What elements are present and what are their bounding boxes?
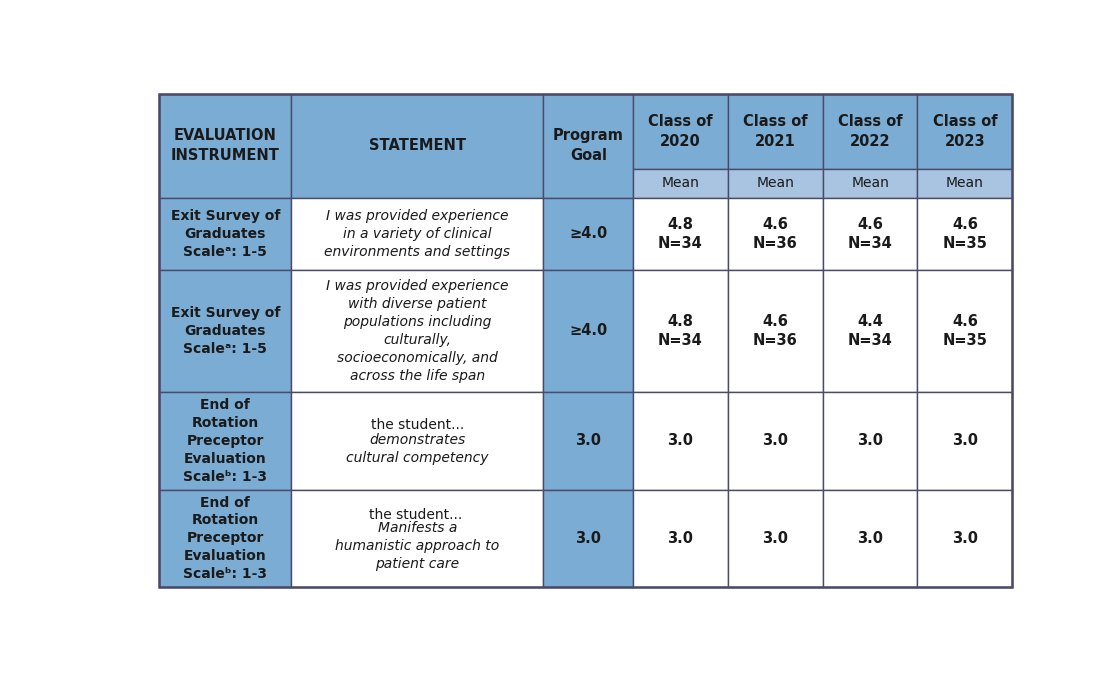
Bar — [291, 489, 543, 587]
Bar — [543, 197, 633, 270]
Bar — [823, 270, 918, 392]
Text: 3.0: 3.0 — [575, 530, 602, 546]
Text: Class of
2021: Class of 2021 — [743, 114, 808, 149]
Bar — [291, 197, 543, 270]
Text: 3.0: 3.0 — [857, 433, 883, 448]
Text: EVALUATION
INSTRUMENT: EVALUATION INSTRUMENT — [171, 128, 280, 163]
Bar — [159, 197, 291, 270]
Bar — [823, 169, 918, 197]
Text: 3.0: 3.0 — [763, 433, 788, 448]
Bar — [823, 94, 918, 169]
Text: I was provided experience
with diverse patient
populations including
culturally,: I was provided experience with diverse p… — [326, 280, 509, 383]
Bar — [543, 94, 633, 197]
Bar — [159, 392, 291, 489]
Bar — [633, 197, 728, 270]
Text: Mean: Mean — [661, 177, 700, 190]
Text: 4.6
N=34: 4.6 N=34 — [847, 216, 893, 251]
Bar — [633, 94, 728, 169]
Bar — [633, 392, 728, 489]
Bar — [543, 392, 633, 489]
Text: 4.6
N=36: 4.6 N=36 — [753, 216, 798, 251]
Text: End of
Rotation
Preceptor
Evaluation
Scaleᵇ: 1-3: End of Rotation Preceptor Evaluation Sca… — [183, 495, 268, 581]
Bar — [159, 489, 291, 587]
Bar — [918, 94, 1013, 169]
Text: Manifests a
humanistic approach to
patient care: Manifests a humanistic approach to patie… — [335, 521, 499, 571]
Text: 4.8
N=34: 4.8 N=34 — [658, 314, 703, 348]
Text: 4.6
N=35: 4.6 N=35 — [942, 314, 987, 348]
Bar — [823, 489, 918, 587]
Text: 4.4
N=34: 4.4 N=34 — [847, 314, 893, 348]
Text: 3.0: 3.0 — [952, 530, 977, 546]
Text: End of
Rotation
Preceptor
Evaluation
Scaleᵇ: 1-3: End of Rotation Preceptor Evaluation Sca… — [183, 398, 268, 484]
Bar — [823, 392, 918, 489]
Bar — [291, 392, 543, 489]
Text: Mean: Mean — [756, 177, 795, 190]
Bar — [918, 270, 1013, 392]
Text: Class of
2022: Class of 2022 — [838, 114, 903, 149]
Bar — [633, 270, 728, 392]
Bar — [918, 392, 1013, 489]
Text: 3.0: 3.0 — [763, 530, 788, 546]
Bar — [728, 197, 823, 270]
Text: ≥4.0: ≥4.0 — [569, 226, 607, 241]
Text: 3.0: 3.0 — [668, 433, 693, 448]
Text: STATEMENT: STATEMENT — [369, 138, 466, 153]
Text: Mean: Mean — [851, 177, 889, 190]
Bar — [159, 94, 291, 197]
Bar — [823, 197, 918, 270]
Text: demonstrates
cultural competency: demonstrates cultural competency — [346, 433, 488, 464]
Text: Class of
2020: Class of 2020 — [648, 114, 713, 149]
Text: the student...: the student... — [369, 508, 466, 522]
Bar — [728, 270, 823, 392]
Bar — [728, 94, 823, 169]
Bar — [291, 94, 543, 197]
Bar — [543, 489, 633, 587]
Text: 3.0: 3.0 — [668, 530, 693, 546]
Text: ≥4.0: ≥4.0 — [569, 324, 607, 338]
Text: Exit Survey of
Graduates
Scaleᵃ: 1-5: Exit Survey of Graduates Scaleᵃ: 1-5 — [171, 209, 280, 259]
Text: 4.8
N=34: 4.8 N=34 — [658, 216, 703, 251]
Bar — [543, 270, 633, 392]
Text: the student...: the student... — [371, 419, 464, 433]
Text: Mean: Mean — [946, 177, 984, 190]
Bar — [291, 270, 543, 392]
Bar — [728, 169, 823, 197]
Text: Exit Survey of
Graduates
Scaleᵃ: 1-5: Exit Survey of Graduates Scaleᵃ: 1-5 — [171, 306, 280, 356]
Text: 3.0: 3.0 — [857, 530, 883, 546]
Bar — [728, 489, 823, 587]
Text: 3.0: 3.0 — [952, 433, 977, 448]
Text: 4.6
N=35: 4.6 N=35 — [942, 216, 987, 251]
Bar — [633, 489, 728, 587]
Bar — [159, 270, 291, 392]
Text: 3.0: 3.0 — [575, 433, 602, 448]
Bar — [633, 169, 728, 197]
Text: 4.6
N=36: 4.6 N=36 — [753, 314, 798, 348]
Bar — [728, 392, 823, 489]
Text: Class of
2023: Class of 2023 — [932, 114, 997, 149]
Bar — [918, 169, 1013, 197]
Text: I was provided experience
in a variety of clinical
environments and settings: I was provided experience in a variety o… — [324, 209, 510, 259]
Bar — [918, 197, 1013, 270]
Text: Program
Goal: Program Goal — [553, 128, 624, 163]
Bar — [918, 489, 1013, 587]
